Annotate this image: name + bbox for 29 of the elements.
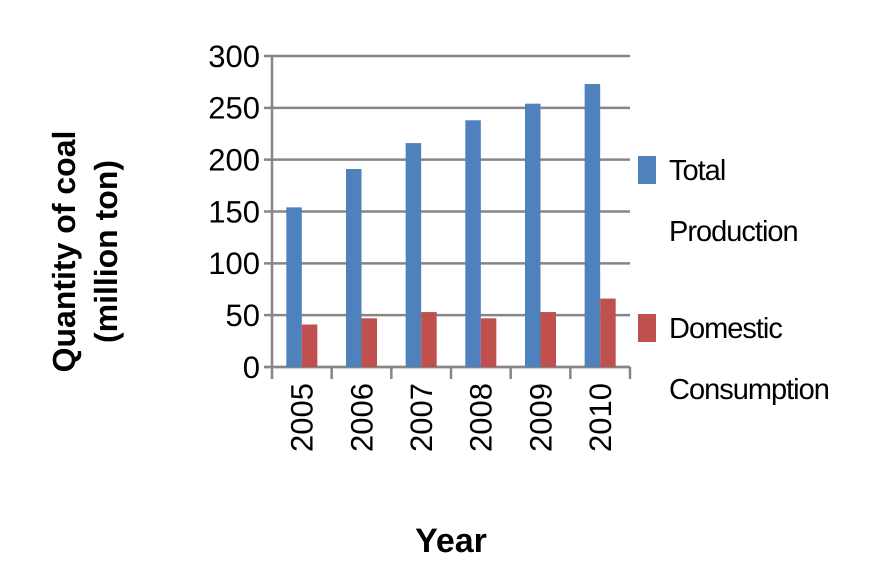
bar: [465, 120, 481, 367]
bar: [584, 84, 600, 367]
bar: [406, 143, 422, 367]
x-tick-label: 2008: [464, 383, 499, 452]
x-tick-label: 2010: [583, 383, 618, 452]
y-tick-label: 300: [208, 38, 260, 74]
bar: [524, 104, 540, 367]
bar: [362, 318, 378, 367]
legend-label: Domestic Consumption: [669, 313, 829, 406]
bar: [540, 312, 556, 367]
bar: [286, 207, 302, 367]
y-tick-label: 200: [208, 142, 260, 178]
y-tick-label: 150: [208, 194, 260, 230]
y-axis-title: Quantity of coal (million ton): [46, 130, 124, 372]
y-tick-label: 0: [242, 350, 260, 385]
x-tick-label: 2005: [284, 383, 320, 452]
bar: [421, 312, 437, 367]
y-tick-label: 250: [208, 90, 260, 126]
legend-label: Total Production: [669, 155, 798, 248]
bar: [346, 168, 362, 367]
y-tick-label: 50: [226, 298, 260, 334]
x-tick-label: 2007: [404, 383, 440, 452]
y-tick-label: 100: [208, 246, 260, 282]
bar: [600, 298, 616, 367]
x-tick-label: 2009: [523, 383, 558, 452]
x-axis-title: Year: [415, 522, 487, 560]
bar: [302, 324, 318, 367]
bar: [480, 318, 496, 367]
x-tick-label: 2006: [344, 383, 380, 452]
